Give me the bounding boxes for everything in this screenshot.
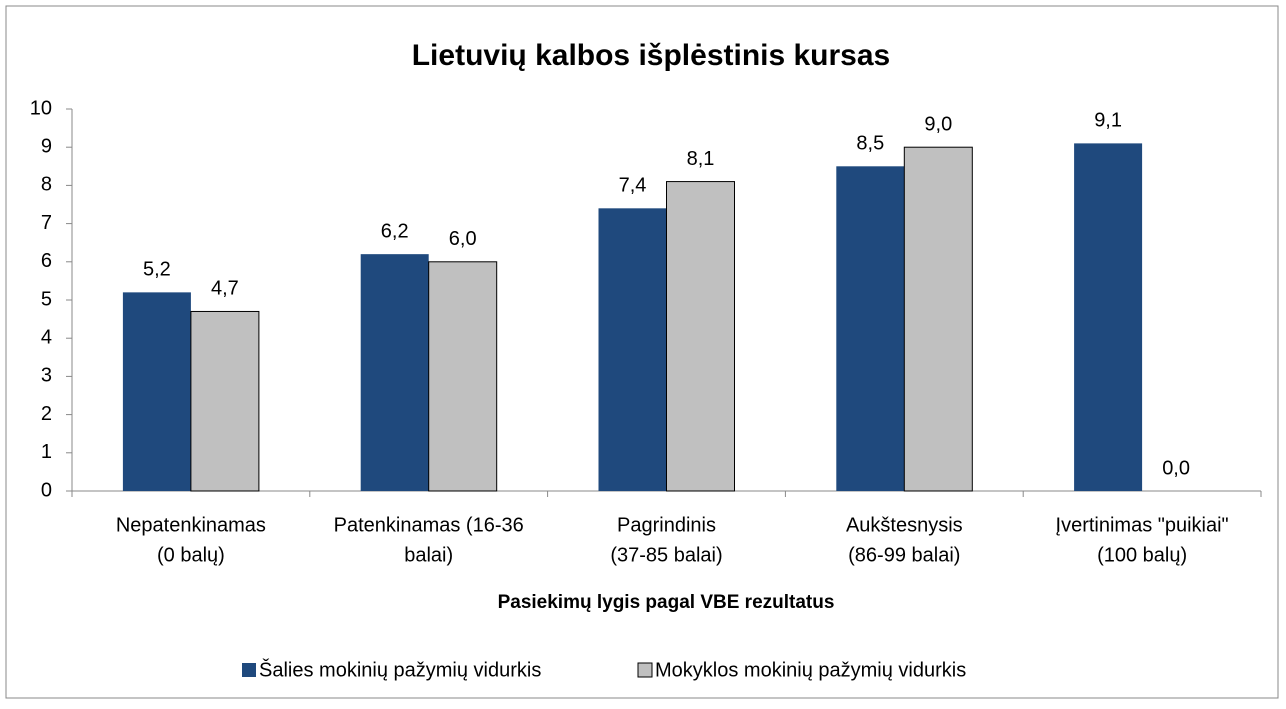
bar: [666, 181, 735, 492]
x-tick-label: Įvertinimas "puikiai": [1056, 514, 1229, 536]
x-tick-label: (37-85 balai): [610, 544, 722, 566]
y-tick-label: 5: [41, 288, 52, 310]
x-tick-label: (100 balų): [1097, 544, 1187, 566]
bar: [428, 261, 498, 492]
legend-swatch: [637, 662, 653, 678]
value-label: 5,2: [143, 259, 171, 281]
y-tick-label: 1: [41, 441, 52, 463]
value-label: 8,1: [687, 148, 715, 170]
legend-label: Šalies mokinių pažymių vidurkis: [259, 658, 541, 681]
x-axis-label: Pasiekimų lygis pagal VBE rezultatus: [498, 592, 835, 613]
value-label: 9,1: [1094, 110, 1122, 132]
bar: [122, 292, 191, 491]
x-tick-label: (0 balų): [157, 544, 225, 566]
y-tick-label: 9: [41, 135, 52, 157]
y-tick-label: 2: [41, 403, 52, 425]
y-tick-label: 10: [30, 97, 52, 119]
x-tick-label: Patenkinamas (16-36: [334, 514, 524, 536]
bar: [190, 310, 260, 492]
legend-swatch: [242, 663, 256, 677]
y-tick-label: 4: [41, 326, 52, 348]
bar: [1074, 143, 1143, 491]
x-tick-label: Aukštesnysis: [846, 514, 963, 536]
bar: [836, 166, 905, 492]
chart-title: Lietuvių kalbos išplėstinis kursas: [412, 39, 891, 72]
value-label: 4,7: [211, 278, 239, 300]
value-label: 0,0: [1162, 457, 1190, 479]
x-tick-label: Pagrindinis: [617, 514, 716, 536]
bar: [598, 208, 667, 491]
y-tick-label: 6: [41, 250, 52, 272]
legend-label: Mokyklos mokinių pažymių vidurkis: [655, 659, 966, 681]
value-label: 6,0: [449, 228, 477, 250]
bar: [903, 146, 973, 492]
bar: [360, 254, 429, 491]
y-tick-label: 7: [41, 212, 52, 234]
x-tick-label: (86-99 balai): [848, 544, 960, 566]
value-label: 7,4: [619, 175, 647, 197]
value-label: 8,5: [856, 133, 884, 155]
y-tick-label: 0: [41, 479, 52, 501]
x-tick-label: Nepatenkinamas: [116, 514, 266, 536]
value-label: 9,0: [924, 113, 952, 135]
value-label: 6,2: [381, 220, 409, 242]
y-tick-label: 8: [41, 174, 52, 196]
x-tick-label: balai): [404, 544, 453, 566]
y-tick-label: 3: [41, 365, 52, 387]
